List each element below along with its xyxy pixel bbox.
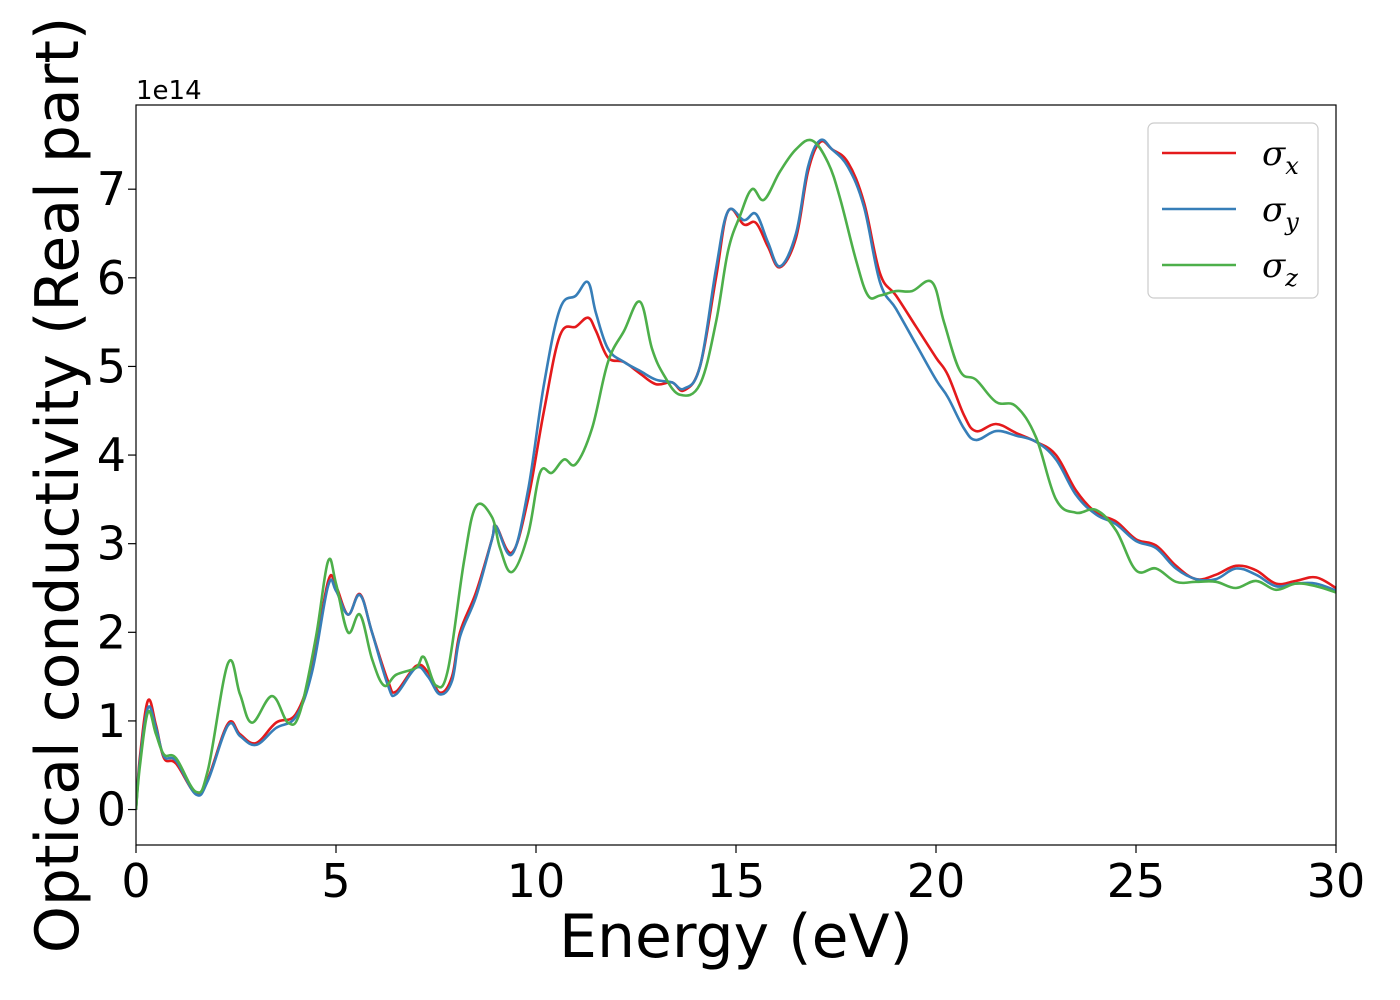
plot-area [136,138,1336,810]
y-tick-label: 1 [97,694,126,748]
y-tick-label: 2 [97,605,126,659]
legend-label-y: σy [1262,190,1299,236]
legend-label-x: σx [1262,134,1299,180]
y-tick-label: 5 [97,339,126,393]
legend: σx σy σz [1147,122,1319,299]
y-tick-label: 6 [97,251,126,305]
series-line-z [136,138,1336,810]
y-tick-label: 7 [97,162,126,216]
x-tick-label: 10 [507,854,566,908]
x-tick-label: 15 [707,854,766,908]
y-tick-label: 3 [97,517,126,571]
x-tick-label: 25 [1107,854,1166,908]
y-tick-label: 0 [97,783,126,837]
y-offset-label: 1e14 [136,76,202,106]
x-axis: 0 5 10 15 20 25 30 [121,845,1365,908]
x-axis-label: Energy (eV) [559,902,913,972]
legend-box [1147,122,1319,299]
x-tick-label: 5 [321,854,350,908]
y-tick-label: 4 [97,428,126,482]
y-axis-label: Optical conductivity (Real part) [23,17,93,954]
series-line-y [136,138,1336,810]
legend-label-z: σz [1262,246,1298,292]
x-tick-label: 20 [907,854,966,908]
y-axis: 0 1 2 3 4 5 6 7 [97,162,136,837]
x-tick-label: 30 [1307,854,1366,908]
x-tick-label: 0 [121,854,150,908]
